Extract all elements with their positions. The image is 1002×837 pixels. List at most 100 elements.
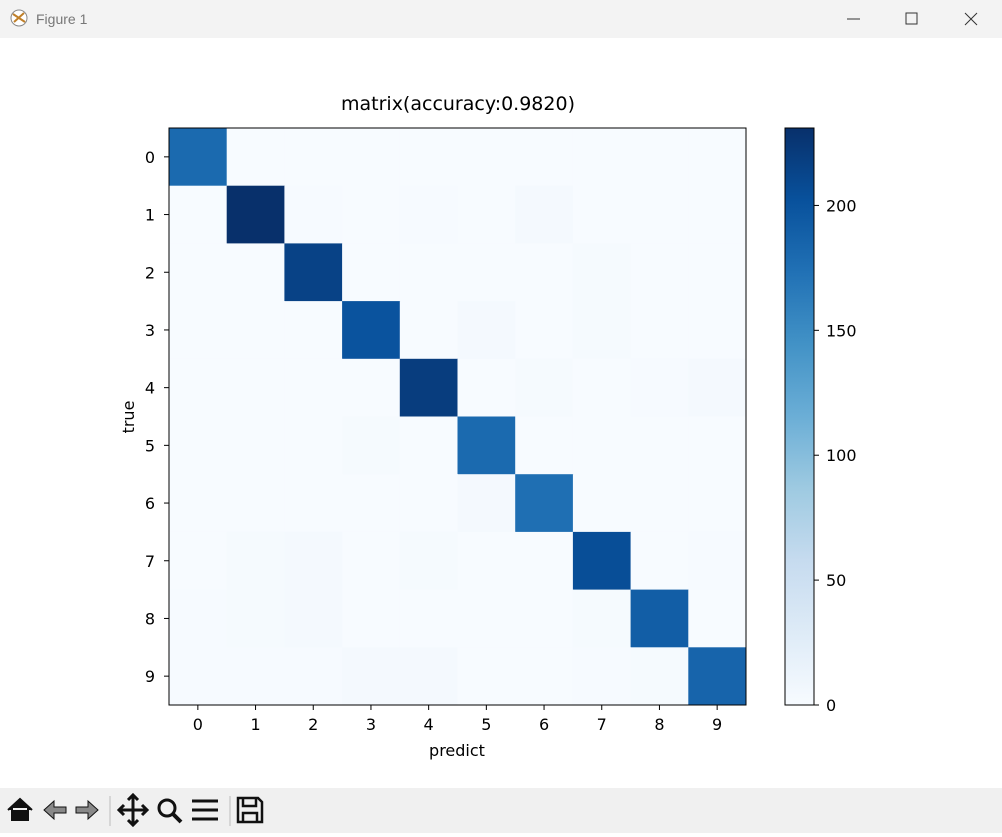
heatmap-cell — [342, 589, 401, 648]
heatmap-cell — [457, 647, 516, 706]
heatmap-cell — [515, 128, 574, 187]
colorbar-tick-label: 150 — [826, 321, 857, 340]
heatmap-cell — [284, 128, 343, 187]
heatmap-cell — [688, 647, 747, 706]
heatmap-cell — [457, 531, 516, 591]
heatmap-cell — [169, 358, 228, 417]
heatmap-cell — [457, 243, 516, 302]
heatmap-cell — [226, 589, 285, 648]
x-tick-label: 9 — [712, 715, 722, 734]
heatmap-cell — [688, 243, 747, 302]
heatmap-cell — [342, 185, 401, 244]
heatmap-cell — [630, 589, 689, 648]
heatmap-cell — [630, 243, 689, 302]
heatmap-cell — [342, 243, 401, 302]
maximize-button[interactable] — [905, 12, 918, 25]
forward-button[interactable] — [75, 799, 99, 821]
heatmap-cell — [399, 474, 458, 533]
heatmap-cell — [688, 128, 747, 187]
x-tick-label: 4 — [424, 715, 434, 734]
heatmap-cell — [688, 589, 747, 648]
toolbar — [0, 788, 1002, 833]
heatmap-cell — [688, 416, 747, 475]
heatmap-cell — [284, 531, 343, 591]
y-tick-label: 4 — [145, 379, 155, 398]
heatmap-cell — [342, 301, 401, 360]
y-tick-label: 2 — [145, 263, 155, 282]
y-tick-label: 0 — [145, 148, 155, 167]
x-tick-label: 2 — [308, 715, 318, 734]
x-tick-label: 5 — [481, 715, 491, 734]
colorbar-tick-label: 200 — [826, 196, 857, 215]
heatmap-cell — [572, 128, 632, 187]
heatmap-cell — [630, 474, 689, 533]
title-bar-icons — [10, 9, 978, 27]
colorbar-tick-label: 0 — [826, 696, 836, 715]
heatmap-cell — [630, 531, 689, 591]
heatmap-cell — [630, 185, 689, 244]
heatmap-cell — [342, 358, 401, 417]
heatmap-cell — [572, 185, 632, 244]
heatmap-cell — [457, 128, 516, 187]
heatmap-cell — [515, 243, 574, 302]
heatmap-cell — [342, 647, 401, 706]
heatmap-cell — [572, 647, 632, 706]
heatmap-cell — [342, 416, 401, 475]
heatmap-cell — [515, 416, 574, 475]
heatmap-cell — [169, 301, 228, 360]
heatmap-cell — [226, 185, 285, 244]
heatmap-cell — [284, 416, 343, 475]
title-bar: Figure 1 — [0, 0, 1002, 38]
colorbar-tick-label: 100 — [826, 446, 857, 465]
heatmap-cell — [399, 589, 458, 648]
x-tick-label: 7 — [597, 715, 607, 734]
colorbar — [784, 127, 815, 706]
save-button[interactable] — [236, 796, 264, 824]
heatmap-cell — [457, 185, 516, 244]
heatmap-cell — [226, 301, 285, 360]
heatmap-cell — [515, 589, 574, 648]
heatmap-cell — [399, 301, 458, 360]
y-tick-label: 1 — [145, 206, 155, 225]
zoom-button[interactable] — [157, 798, 177, 818]
heatmap-cell — [572, 358, 632, 417]
x-tick-label: 8 — [654, 715, 664, 734]
x-tick-label: 3 — [366, 715, 376, 734]
heatmap-cell — [284, 474, 343, 533]
back-button[interactable] — [43, 799, 67, 821]
y-tick-label: 6 — [145, 494, 155, 513]
heatmap-cell — [284, 358, 343, 417]
heatmap-cell — [399, 647, 458, 706]
heatmap-cell — [688, 474, 747, 533]
heatmap-cell — [169, 647, 228, 706]
heatmap-cell — [630, 416, 689, 475]
x-axis-label: predict — [429, 741, 485, 760]
heatmap-cell — [688, 358, 747, 417]
pan-button[interactable] — [116, 792, 150, 828]
y-tick-label: 5 — [145, 436, 155, 455]
home-button[interactable] — [7, 797, 33, 821]
heatmap-cell — [169, 474, 228, 533]
heatmap-cell — [630, 358, 689, 417]
close-button[interactable] — [964, 12, 978, 26]
heatmap-cell — [630, 301, 689, 360]
colorbar-tick-label: 50 — [826, 571, 846, 590]
x-tick-label: 0 — [193, 715, 203, 734]
heatmap-cell — [169, 128, 228, 187]
heatmap-cell — [399, 185, 458, 244]
zoom-handle — [171, 812, 183, 824]
heatmap-cell — [284, 647, 343, 706]
heatmap-cell — [226, 531, 285, 591]
heatmap-cell — [572, 416, 632, 475]
heatmap-cell — [169, 185, 228, 244]
heatmap-cell — [284, 185, 343, 244]
heatmap-cell — [572, 301, 632, 360]
heatmap-cell — [515, 185, 574, 244]
plot-frame — [168, 127, 747, 706]
heatmap-cell — [226, 128, 285, 187]
heatmap-cell — [688, 185, 747, 244]
configure-button[interactable] — [192, 799, 218, 821]
heatmap-cell — [342, 531, 401, 591]
heatmap-cell — [572, 243, 632, 302]
y-tick-label: 3 — [145, 321, 155, 340]
